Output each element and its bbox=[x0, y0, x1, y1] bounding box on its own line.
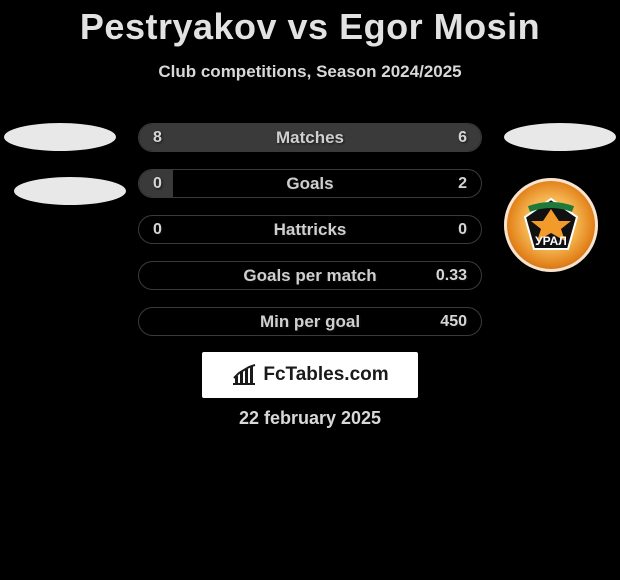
stat-fill-right bbox=[334, 124, 481, 151]
stat-label: Min per goal bbox=[139, 308, 481, 335]
player-left-avatar-placeholder-1 bbox=[4, 123, 116, 151]
stat-label: Goals bbox=[139, 170, 481, 197]
stats-rows: 8 Matches 6 0 Goals 2 0 Hattricks 0 Goal… bbox=[138, 123, 482, 336]
svg-text:УРАЛ: УРАЛ bbox=[535, 234, 567, 248]
stat-row-matches: 8 Matches 6 bbox=[138, 123, 482, 152]
stat-label: Goals per match bbox=[139, 262, 481, 289]
stat-value-right: 0 bbox=[458, 216, 467, 243]
stat-value-right: 450 bbox=[440, 308, 467, 335]
stat-value-right: 0.33 bbox=[436, 262, 467, 289]
brand-box[interactable]: FcTables.com bbox=[202, 352, 418, 398]
stat-fill-left bbox=[139, 124, 334, 151]
stat-fill-left bbox=[139, 170, 173, 197]
club-badge-icon: УРАЛ bbox=[521, 195, 581, 255]
stat-row-hattricks: 0 Hattricks 0 bbox=[138, 215, 482, 244]
player-right-avatar-placeholder bbox=[504, 123, 616, 151]
player-left-avatar-placeholder-2 bbox=[14, 177, 126, 205]
stat-row-goals: 0 Goals 2 bbox=[138, 169, 482, 198]
brand-text: FcTables.com bbox=[263, 364, 388, 386]
stat-row-gpm: Goals per match 0.33 bbox=[138, 261, 482, 290]
subtitle: Club competitions, Season 2024/2025 bbox=[0, 62, 620, 82]
bar-chart-icon bbox=[231, 364, 257, 386]
stat-value-left: 0 bbox=[153, 216, 162, 243]
club-badge-right: УРАЛ bbox=[504, 178, 598, 272]
stat-value-right: 2 bbox=[458, 170, 467, 197]
page-title: Pestryakov vs Egor Mosin bbox=[0, 6, 620, 48]
date-label: 22 february 2025 bbox=[0, 408, 620, 429]
stat-row-mpg: Min per goal 450 bbox=[138, 307, 482, 336]
stat-label: Hattricks bbox=[139, 216, 481, 243]
